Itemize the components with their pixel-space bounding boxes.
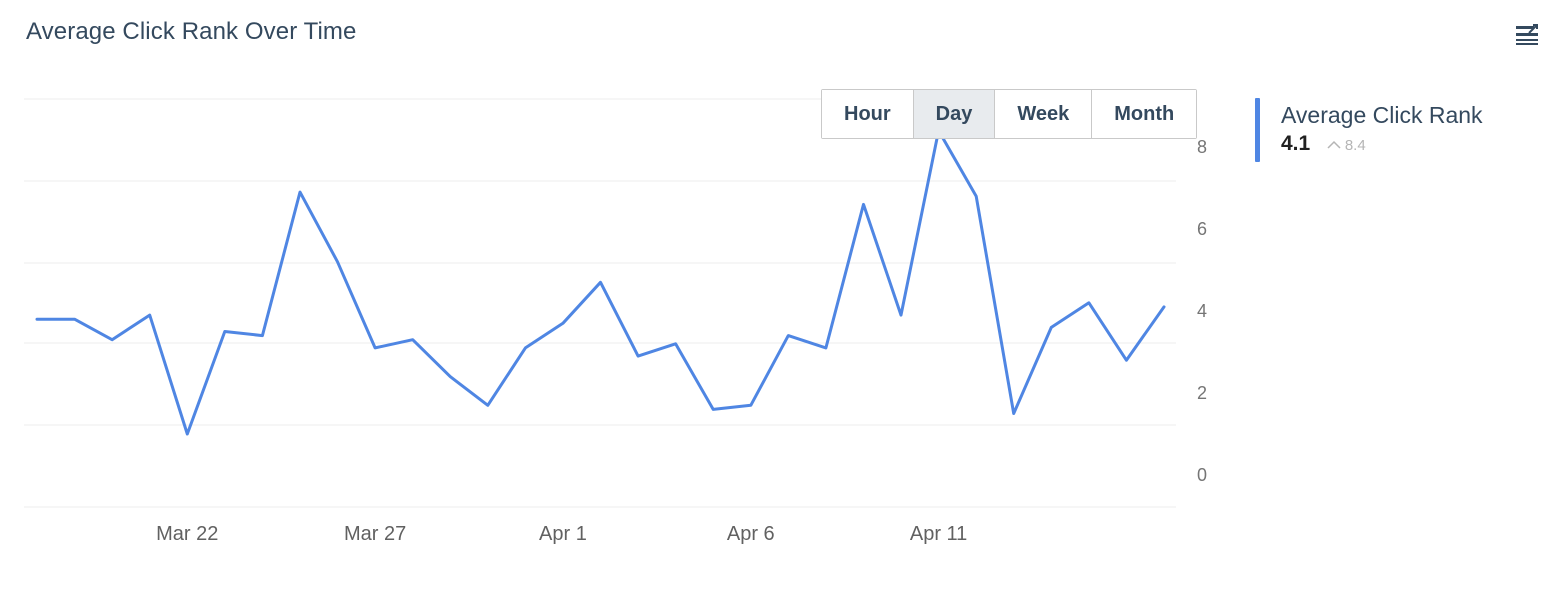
- y-tick-label: 2: [1197, 383, 1207, 403]
- legend-values: 4.1 8.4: [1281, 132, 1366, 156]
- legend-current-value: 4.1: [1281, 132, 1311, 155]
- data-point[interactable]: [632, 350, 644, 362]
- range-button-week[interactable]: Week: [995, 90, 1093, 138]
- range-button-hour[interactable]: Hour: [822, 90, 914, 138]
- series-line[interactable]: [35, 129, 1166, 436]
- data-point[interactable]: [857, 198, 869, 210]
- legend-series-name: Average Click Rank: [1281, 102, 1483, 128]
- range-selector: Hour Day Week Month: [821, 89, 1198, 139]
- data-point[interactable]: [31, 313, 43, 325]
- data-point[interactable]: [707, 403, 719, 415]
- data-point[interactable]: [106, 334, 118, 346]
- data-point[interactable]: [895, 309, 907, 321]
- y-axis-ticks: 0 2 4 6 8: [1197, 137, 1207, 485]
- legend-color-bar: [1255, 98, 1260, 162]
- series-layer: [31, 129, 1170, 440]
- x-tick-label: Apr 6: [727, 523, 775, 545]
- data-point[interactable]: [181, 428, 193, 440]
- data-point[interactable]: [519, 342, 531, 354]
- data-point[interactable]: [369, 342, 381, 354]
- data-point[interactable]: [595, 276, 607, 288]
- data-point[interactable]: [482, 399, 494, 411]
- range-button-month[interactable]: Month: [1092, 90, 1197, 138]
- x-tick-label: Mar 27: [344, 523, 406, 545]
- data-point[interactable]: [1045, 321, 1057, 333]
- chart-export-icon[interactable]: [1514, 22, 1540, 48]
- x-axis-ticks: Mar 22 Mar 27 Apr 1 Apr 6 Apr 11: [156, 523, 967, 545]
- caret-up-icon: [1327, 140, 1341, 149]
- y-tick-label: 8: [1197, 137, 1207, 157]
- y-tick-label: 0: [1197, 465, 1207, 485]
- data-point[interactable]: [820, 342, 832, 354]
- x-tick-label: Apr 1: [539, 523, 587, 545]
- data-point[interactable]: [69, 313, 81, 325]
- chart-title: Average Click Rank Over Time: [26, 18, 357, 45]
- range-button-day[interactable]: Day: [913, 90, 996, 138]
- data-point[interactable]: [407, 334, 419, 346]
- x-tick-label: Apr 11: [910, 523, 967, 545]
- y-tick-label: 6: [1197, 219, 1207, 239]
- legend-item[interactable]: Average Click Rank 4.1 8.4: [1255, 98, 1545, 162]
- data-point[interactable]: [256, 330, 268, 342]
- data-point[interactable]: [332, 256, 344, 268]
- data-point[interactable]: [557, 317, 569, 329]
- data-point[interactable]: [670, 338, 682, 350]
- legend-max: 8.4: [1327, 137, 1366, 154]
- data-point[interactable]: [294, 186, 306, 198]
- data-point[interactable]: [745, 399, 757, 411]
- data-point[interactable]: [219, 326, 231, 338]
- grid-lines: [24, 98, 1176, 508]
- data-point[interactable]: [970, 190, 982, 202]
- data-point[interactable]: [1008, 408, 1020, 420]
- legend-max-value: 8.4: [1344, 137, 1366, 154]
- data-point[interactable]: [1158, 301, 1170, 313]
- data-point[interactable]: [782, 330, 794, 342]
- y-tick-label: 4: [1197, 301, 1207, 321]
- data-point[interactable]: [1120, 354, 1132, 366]
- data-point[interactable]: [144, 309, 156, 321]
- data-point[interactable]: [1083, 297, 1095, 309]
- x-tick-label: Mar 22: [156, 523, 218, 545]
- data-point[interactable]: [444, 371, 456, 383]
